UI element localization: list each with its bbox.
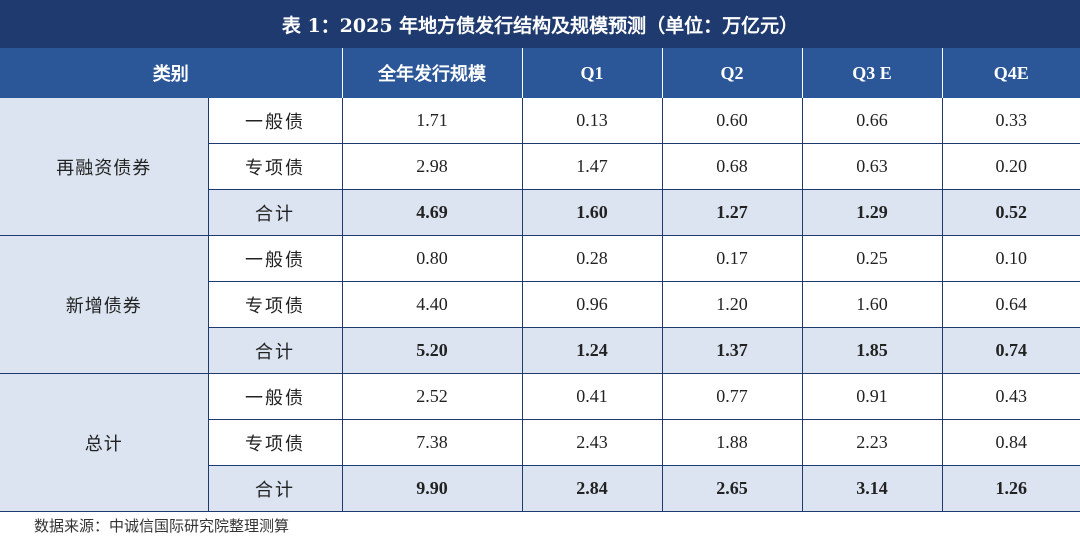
- value-cell-q3e: 0.66: [801, 98, 942, 144]
- value-cell-q2: 0.17: [661, 235, 802, 282]
- value-cell-q1: 1.60: [521, 189, 662, 236]
- value-cell-q1: 0.13: [521, 98, 662, 144]
- value-cell-q2: 2.65: [661, 465, 802, 512]
- value-cell-q4e: 0.52: [941, 189, 1080, 236]
- value-cell-annual-scale: 1.71: [341, 98, 522, 144]
- row-label: 一般债: [207, 373, 342, 420]
- value-cell-q2: 1.37: [661, 327, 802, 374]
- header-annual-scale: 全年发行规模: [341, 48, 522, 98]
- value-cell-q4e: 0.64: [941, 281, 1080, 328]
- value-cell-q4e: 0.84: [941, 419, 1080, 466]
- table-row: 专项债 7.38 2.43 1.88 2.23 0.84: [0, 419, 1080, 466]
- value-cell-q4e: 0.20: [941, 143, 1080, 190]
- value-cell-annual-scale: 4.69: [341, 189, 522, 236]
- value-cell-annual-scale: 7.38: [341, 419, 522, 466]
- value-cell-q1: 1.24: [521, 327, 662, 374]
- value-cell-q1: 0.96: [521, 281, 662, 328]
- value-cell-q2: 0.68: [661, 143, 802, 190]
- value-cell-annual-scale: 5.20: [341, 327, 522, 374]
- bond-issuance-table: 类别 全年发行规模 Q1 Q2 Q3 E Q4E 再融资债券 一般债 1.71 0.1…: [0, 48, 1080, 512]
- value-cell-q3e: 2.23: [801, 419, 942, 466]
- header-q4e: Q4E: [941, 48, 1080, 98]
- row-label: 合计: [207, 189, 342, 236]
- value-cell-q4e: 0.10: [941, 235, 1080, 282]
- table-row: 合计 9.90 2.84 2.65 3.14 1.26: [0, 465, 1080, 512]
- value-cell-q4e: 1.26: [941, 465, 1080, 512]
- value-cell-annual-scale: 0.80: [341, 235, 522, 282]
- value-cell-q4e: 0.33: [941, 98, 1080, 144]
- category-cell: 再融资债券: [0, 98, 208, 236]
- value-cell-q3e: 0.63: [801, 143, 942, 190]
- value-cell-q2: 1.88: [661, 419, 802, 466]
- value-cell-q2: 1.20: [661, 281, 802, 328]
- table-row: 合计 5.20 1.24 1.37 1.85 0.74: [0, 327, 1080, 374]
- header-q1: Q1: [521, 48, 662, 98]
- row-label: 专项债: [207, 281, 342, 328]
- table-body: 再融资债券 一般债 1.71 0.13 0.60 0.66 0.33 专项债 2.98 1.47 0…: [0, 98, 1080, 512]
- row-label: 一般债: [207, 98, 342, 144]
- table-row: 专项债 4.40 0.96 1.20 1.60 0.64: [0, 281, 1080, 328]
- value-cell-q2: 1.27: [661, 189, 802, 236]
- value-cell-q3e: 1.85: [801, 327, 942, 374]
- value-cell-q2: 0.60: [661, 98, 802, 144]
- table-row: 总计 一般债 2.52 0.41 0.77 0.91 0.43: [0, 373, 1080, 512]
- value-cell-annual-scale: 4.40: [341, 281, 522, 328]
- value-cell-q3e: 0.25: [801, 235, 942, 282]
- value-cell-q4e: 0.74: [941, 327, 1080, 374]
- row-label: 一般债: [207, 235, 342, 282]
- value-cell-q1: 1.47: [521, 143, 662, 190]
- table-row: 再融资债券 一般债 1.71 0.13 0.60 0.66 0.33: [0, 98, 1080, 236]
- header-q2: Q2: [661, 48, 802, 98]
- table-title: 表 1：2025 年地方债发行结构及规模预测（单位：万亿元）: [0, 0, 1080, 48]
- table-row: 专项债 2.98 1.47 0.68 0.63 0.20: [0, 143, 1080, 190]
- value-cell-annual-scale: 2.52: [341, 373, 522, 420]
- row-label: 专项债: [207, 143, 342, 190]
- value-cell-q1: 2.43: [521, 419, 662, 466]
- header-q3e: Q3 E: [801, 48, 942, 98]
- header-category: 类别: [0, 48, 342, 98]
- header-row: 类别 全年发行规模 Q1 Q2 Q3 E Q4E: [0, 48, 1080, 98]
- category-cell: 新增债券: [0, 235, 208, 374]
- value-cell-q3e: 3.14: [801, 465, 942, 512]
- value-cell-q1: 0.41: [521, 373, 662, 420]
- value-cell-q2: 0.77: [661, 373, 802, 420]
- value-cell-q3e: 1.29: [801, 189, 942, 236]
- table-row: 新增债券 一般债 0.80 0.28 0.17 0.25 0.10: [0, 235, 1080, 374]
- row-label: 合计: [207, 327, 342, 374]
- table-row: 合计 4.69 1.60 1.27 1.29 0.52: [0, 189, 1080, 236]
- value-cell-q3e: 0.91: [801, 373, 942, 420]
- row-label: 专项债: [207, 419, 342, 466]
- value-cell-q1: 0.28: [521, 235, 662, 282]
- value-cell-annual-scale: 9.90: [341, 465, 522, 512]
- row-label: 合计: [207, 465, 342, 512]
- value-cell-annual-scale: 2.98: [341, 143, 522, 190]
- value-cell-q1: 2.84: [521, 465, 662, 512]
- value-cell-q3e: 1.60: [801, 281, 942, 328]
- value-cell-q4e: 0.43: [941, 373, 1080, 420]
- category-cell: 总计: [0, 373, 208, 512]
- source-note: 数据来源：中诚信国际研究院整理测算: [34, 517, 290, 535]
